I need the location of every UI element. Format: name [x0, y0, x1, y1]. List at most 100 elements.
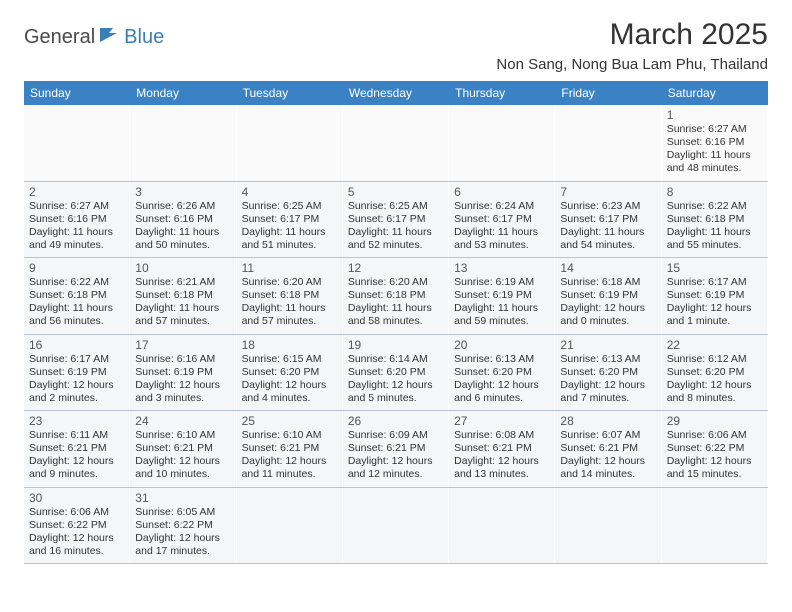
day-cell: 24Sunrise: 6:10 AMSunset: 6:21 PMDayligh… [130, 411, 236, 487]
day-info: Sunrise: 6:26 AMSunset: 6:16 PMDaylight:… [135, 200, 230, 253]
day-cell: 2Sunrise: 6:27 AMSunset: 6:16 PMDaylight… [24, 182, 130, 258]
day-number: 26 [348, 414, 443, 428]
day-info: Sunrise: 6:20 AMSunset: 6:18 PMDaylight:… [348, 276, 443, 329]
day-number: 11 [242, 261, 337, 275]
day-number: 14 [560, 261, 655, 275]
day-number: 28 [560, 414, 655, 428]
day-number: 16 [29, 338, 124, 352]
day-number: 18 [242, 338, 337, 352]
day-cell: 28Sunrise: 6:07 AMSunset: 6:21 PMDayligh… [555, 411, 661, 487]
month-title: March 2025 [496, 18, 768, 52]
logo-text-general: General [24, 26, 95, 49]
day-cell-empty [662, 488, 768, 564]
day-info: Sunrise: 6:25 AMSunset: 6:17 PMDaylight:… [348, 200, 443, 253]
day-info: Sunrise: 6:21 AMSunset: 6:18 PMDaylight:… [135, 276, 230, 329]
day-info: Sunrise: 6:13 AMSunset: 6:20 PMDaylight:… [454, 353, 549, 406]
day-number: 12 [348, 261, 443, 275]
day-info: Sunrise: 6:12 AMSunset: 6:20 PMDaylight:… [667, 353, 762, 406]
day-cell: 14Sunrise: 6:18 AMSunset: 6:19 PMDayligh… [555, 258, 661, 334]
day-cell: 6Sunrise: 6:24 AMSunset: 6:17 PMDaylight… [449, 182, 555, 258]
day-number: 3 [135, 185, 230, 199]
day-cell-empty [237, 488, 343, 564]
calendar-page: General Blue March 2025 Non Sang, Nong B… [0, 0, 792, 582]
day-number: 2 [29, 185, 124, 199]
day-number: 13 [454, 261, 549, 275]
week-row: 23Sunrise: 6:11 AMSunset: 6:21 PMDayligh… [24, 411, 768, 488]
day-cell: 5Sunrise: 6:25 AMSunset: 6:17 PMDaylight… [343, 182, 449, 258]
day-number: 24 [135, 414, 230, 428]
day-cell: 13Sunrise: 6:19 AMSunset: 6:19 PMDayligh… [449, 258, 555, 334]
day-number: 31 [135, 491, 230, 505]
day-info: Sunrise: 6:19 AMSunset: 6:19 PMDaylight:… [454, 276, 549, 329]
day-cell: 27Sunrise: 6:08 AMSunset: 6:21 PMDayligh… [449, 411, 555, 487]
day-cell: 18Sunrise: 6:15 AMSunset: 6:20 PMDayligh… [237, 335, 343, 411]
day-number: 4 [242, 185, 337, 199]
day-number: 23 [29, 414, 124, 428]
day-cell: 31Sunrise: 6:05 AMSunset: 6:22 PMDayligh… [130, 488, 236, 564]
day-cell-empty [449, 105, 555, 181]
day-cell: 23Sunrise: 6:11 AMSunset: 6:21 PMDayligh… [24, 411, 130, 487]
day-cell-empty [449, 488, 555, 564]
day-header-cell: Friday [555, 81, 661, 105]
day-cell: 11Sunrise: 6:20 AMSunset: 6:18 PMDayligh… [237, 258, 343, 334]
day-cell: 19Sunrise: 6:14 AMSunset: 6:20 PMDayligh… [343, 335, 449, 411]
day-number: 20 [454, 338, 549, 352]
day-cell: 17Sunrise: 6:16 AMSunset: 6:19 PMDayligh… [130, 335, 236, 411]
day-info: Sunrise: 6:23 AMSunset: 6:17 PMDaylight:… [560, 200, 655, 253]
day-cell-empty [24, 105, 130, 181]
day-cell: 16Sunrise: 6:17 AMSunset: 6:19 PMDayligh… [24, 335, 130, 411]
day-info: Sunrise: 6:11 AMSunset: 6:21 PMDaylight:… [29, 429, 124, 482]
day-info: Sunrise: 6:17 AMSunset: 6:19 PMDaylight:… [667, 276, 762, 329]
day-number: 25 [242, 414, 337, 428]
day-info: Sunrise: 6:09 AMSunset: 6:21 PMDaylight:… [348, 429, 443, 482]
day-cell: 15Sunrise: 6:17 AMSunset: 6:19 PMDayligh… [662, 258, 768, 334]
day-cell: 4Sunrise: 6:25 AMSunset: 6:17 PMDaylight… [237, 182, 343, 258]
day-number: 29 [667, 414, 762, 428]
header-row: General Blue March 2025 Non Sang, Nong B… [24, 18, 768, 73]
day-number: 19 [348, 338, 443, 352]
day-cell: 30Sunrise: 6:06 AMSunset: 6:22 PMDayligh… [24, 488, 130, 564]
day-cell-empty [343, 488, 449, 564]
day-number: 30 [29, 491, 124, 505]
day-cell: 12Sunrise: 6:20 AMSunset: 6:18 PMDayligh… [343, 258, 449, 334]
day-header-row: SundayMondayTuesdayWednesdayThursdayFrid… [24, 81, 768, 105]
day-number: 6 [454, 185, 549, 199]
logo: General Blue [24, 26, 164, 49]
day-number: 17 [135, 338, 230, 352]
day-header-cell: Wednesday [343, 81, 449, 105]
day-cell: 26Sunrise: 6:09 AMSunset: 6:21 PMDayligh… [343, 411, 449, 487]
day-info: Sunrise: 6:22 AMSunset: 6:18 PMDaylight:… [29, 276, 124, 329]
day-info: Sunrise: 6:06 AMSunset: 6:22 PMDaylight:… [667, 429, 762, 482]
day-cell: 25Sunrise: 6:10 AMSunset: 6:21 PMDayligh… [237, 411, 343, 487]
day-number: 9 [29, 261, 124, 275]
day-cell: 29Sunrise: 6:06 AMSunset: 6:22 PMDayligh… [662, 411, 768, 487]
day-info: Sunrise: 6:22 AMSunset: 6:18 PMDaylight:… [667, 200, 762, 253]
calendar-grid: SundayMondayTuesdayWednesdayThursdayFrid… [24, 81, 768, 564]
day-info: Sunrise: 6:16 AMSunset: 6:19 PMDaylight:… [135, 353, 230, 406]
day-cell: 20Sunrise: 6:13 AMSunset: 6:20 PMDayligh… [449, 335, 555, 411]
day-header-cell: Sunday [24, 81, 130, 105]
day-header-cell: Thursday [449, 81, 555, 105]
day-cell-empty [555, 105, 661, 181]
day-info: Sunrise: 6:08 AMSunset: 6:21 PMDaylight:… [454, 429, 549, 482]
day-info: Sunrise: 6:17 AMSunset: 6:19 PMDaylight:… [29, 353, 124, 406]
day-cell: 3Sunrise: 6:26 AMSunset: 6:16 PMDaylight… [130, 182, 236, 258]
day-info: Sunrise: 6:27 AMSunset: 6:16 PMDaylight:… [667, 123, 762, 176]
day-cell-empty [343, 105, 449, 181]
day-cell-empty [555, 488, 661, 564]
day-cell: 22Sunrise: 6:12 AMSunset: 6:20 PMDayligh… [662, 335, 768, 411]
week-row: 2Sunrise: 6:27 AMSunset: 6:16 PMDaylight… [24, 182, 768, 259]
day-number: 15 [667, 261, 762, 275]
day-info: Sunrise: 6:20 AMSunset: 6:18 PMDaylight:… [242, 276, 337, 329]
day-cell: 21Sunrise: 6:13 AMSunset: 6:20 PMDayligh… [555, 335, 661, 411]
day-number: 21 [560, 338, 655, 352]
flag-icon [99, 27, 121, 48]
day-info: Sunrise: 6:07 AMSunset: 6:21 PMDaylight:… [560, 429, 655, 482]
week-row: 1Sunrise: 6:27 AMSunset: 6:16 PMDaylight… [24, 105, 768, 182]
day-info: Sunrise: 6:18 AMSunset: 6:19 PMDaylight:… [560, 276, 655, 329]
day-header-cell: Tuesday [237, 81, 343, 105]
day-cell: 10Sunrise: 6:21 AMSunset: 6:18 PMDayligh… [130, 258, 236, 334]
day-number: 1 [667, 108, 762, 122]
day-info: Sunrise: 6:14 AMSunset: 6:20 PMDaylight:… [348, 353, 443, 406]
logo-text-blue: Blue [124, 26, 164, 49]
